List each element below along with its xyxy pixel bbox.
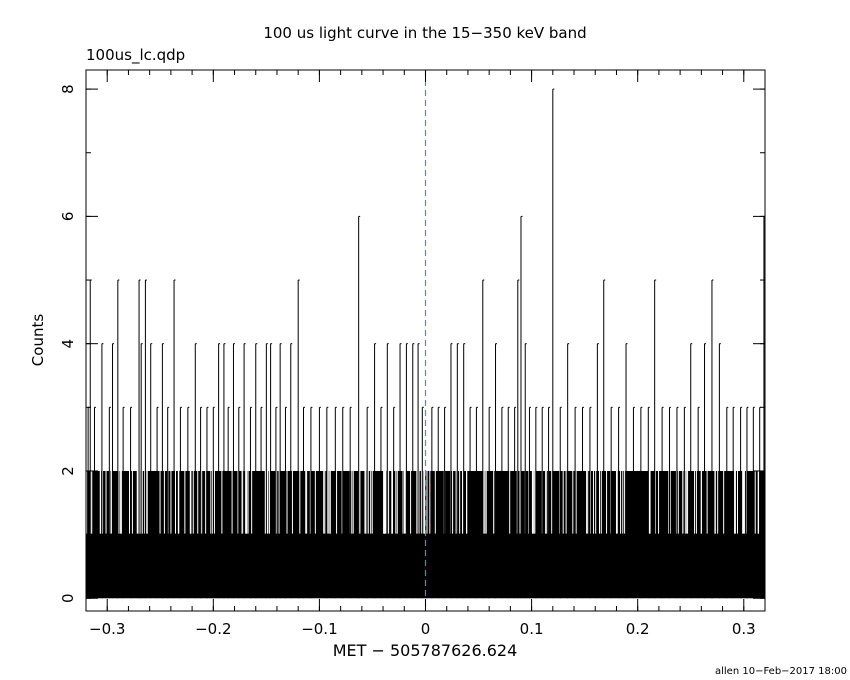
y-tick-label: 8 xyxy=(59,84,77,94)
chart-title: 100 us light curve in the 15−350 keV ban… xyxy=(263,24,586,42)
y-tick-label: 2 xyxy=(59,466,77,476)
footer-stamp: allen 10−Feb−2017 18:00 xyxy=(715,666,847,677)
y-axis-ticks: 0 2 4 6 8 xyxy=(59,84,765,603)
x-axis-label: MET − 505787626.624 xyxy=(333,641,518,660)
x-tick-label: −0.1 xyxy=(301,620,337,638)
x-tick-label: 0.1 xyxy=(520,620,544,638)
x-tick-label: 0.2 xyxy=(626,620,650,638)
x-tick-label: 0.3 xyxy=(732,620,756,638)
x-tick-label: −0.2 xyxy=(195,620,231,638)
y-tick-label: 6 xyxy=(59,212,77,222)
chart-subtitle: 100us_lc.qdp xyxy=(86,46,185,65)
x-tick-label: −0.3 xyxy=(89,620,125,638)
y-axis-label: Counts xyxy=(29,314,47,367)
y-tick-label: 4 xyxy=(59,339,77,349)
y-tick-label: 0 xyxy=(59,593,77,603)
x-tick-label: 0 xyxy=(421,620,431,638)
x-axis-ticks: −0.3 −0.2 −0.1 0 0.1 0.2 0.3 xyxy=(85,70,766,638)
